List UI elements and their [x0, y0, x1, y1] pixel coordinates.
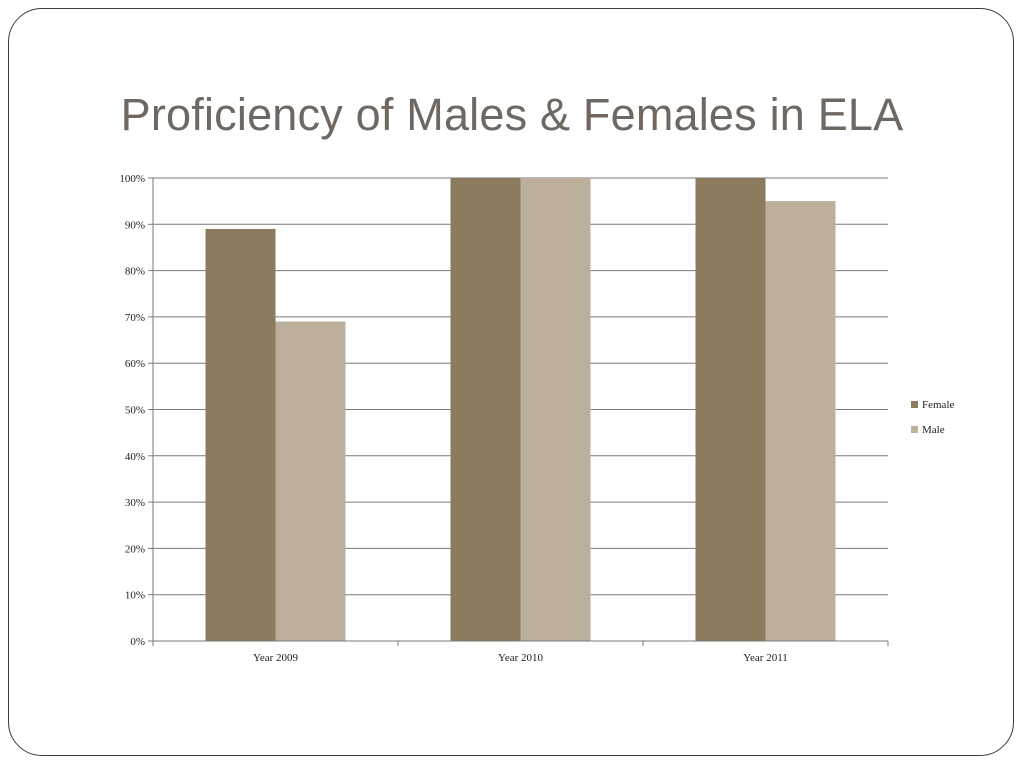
y-tick-label: 20%: [125, 543, 145, 555]
x-category-label: Year 2010: [498, 652, 544, 664]
bar-female-3: [695, 178, 766, 641]
y-tick-label: 80%: [125, 266, 145, 278]
legend-swatch-male: [911, 426, 918, 433]
y-tick-label: 50%: [125, 405, 145, 417]
y-tick-label: 70%: [125, 312, 145, 324]
axes: [148, 177, 889, 646]
x-category-label: Year 2011: [743, 652, 788, 664]
y-tick-label: 10%: [125, 590, 145, 602]
x-category-label: Year 2009: [253, 652, 299, 664]
y-tick-label: 0%: [130, 636, 145, 648]
y-axis-tick-labels: 0% 10% 20% 30% 40% 50% 60% 70% 80% 90% 100%: [119, 173, 145, 648]
legend-swatch-female: [911, 401, 918, 408]
legend-label-female: Female: [922, 399, 954, 411]
bar-female-2: [450, 178, 521, 641]
bar-male-2: [520, 178, 591, 641]
bars: [205, 178, 836, 641]
legend-label-male: Male: [922, 424, 945, 436]
y-tick-label: 60%: [125, 358, 145, 370]
slide-title: Proficiency of Males & Females in ELA: [120, 89, 904, 140]
bar-female-1: [205, 228, 276, 641]
x-axis-category-labels: Year 2009 Year 2010 Year 2011: [253, 652, 788, 664]
bar-male-3: [765, 201, 836, 641]
y-tick-label: 90%: [125, 219, 145, 231]
bar-male-1: [275, 321, 346, 641]
y-tick-label: 40%: [125, 451, 145, 463]
y-tick-label: 30%: [125, 497, 145, 509]
legend: Female Male: [911, 399, 954, 436]
y-tick-label: 100%: [119, 173, 145, 185]
